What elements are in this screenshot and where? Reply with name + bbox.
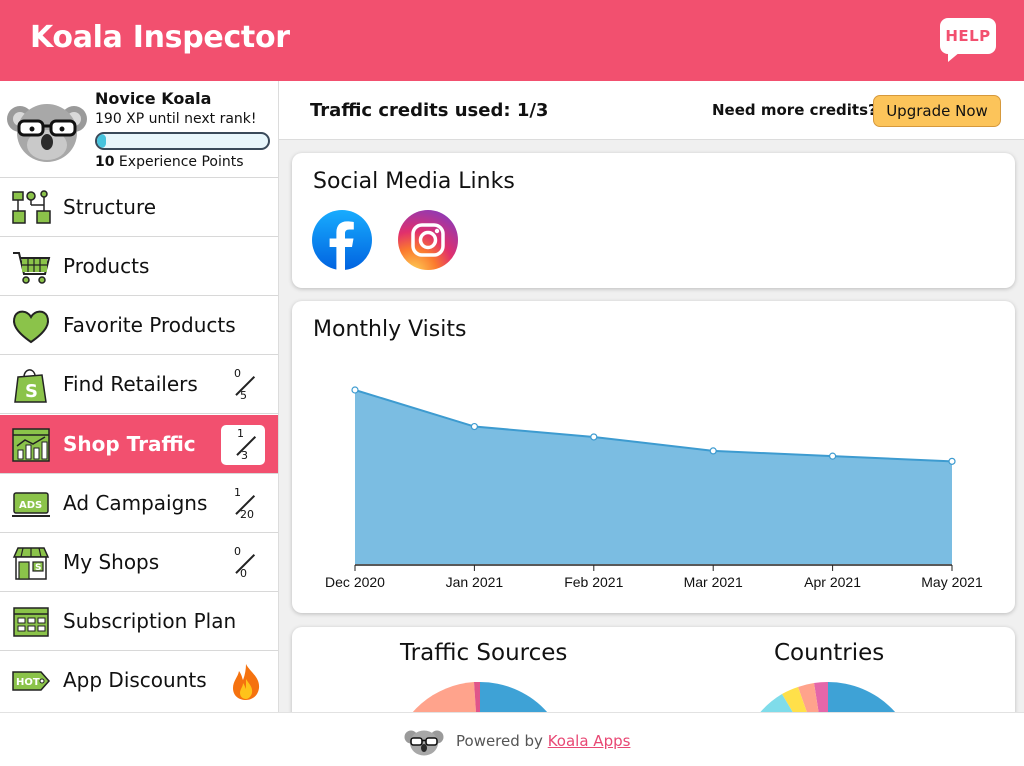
footer: Powered by Koala Apps (0, 712, 1024, 766)
sidebar-item-structure[interactable]: Structure (0, 178, 278, 237)
sidebar-item-label: Shop Traffic (63, 432, 196, 456)
store-icon: S (12, 547, 50, 580)
traffic-chart-icon (12, 428, 50, 462)
credit-total: 3 (241, 449, 248, 462)
monthly-visits-title: Monthly Visits (313, 317, 467, 342)
visits-area (355, 390, 952, 564)
data-point[interactable] (590, 433, 598, 441)
xp-progress-fill (97, 134, 106, 148)
credit-used: 1 (237, 427, 244, 440)
sidebar-item-subscription-plan[interactable]: Subscription Plan (0, 592, 278, 651)
sidebar-item-find-retailers[interactable]: S Find Retailers 0 5 (0, 355, 278, 414)
sidebar-item-label: Products (63, 254, 150, 278)
sidebar: Novice Koala 190 XP until next rank! 10 … (0, 81, 279, 712)
x-tick-label: May 2021 (921, 574, 983, 590)
powered-by-prefix: Powered by (456, 732, 548, 750)
app-title: Koala Inspector (30, 20, 290, 55)
help-bubble-tail (948, 52, 960, 62)
xp-until-next-rank: 190 XP until next rank! (95, 111, 257, 127)
credits-bar: Traffic credits used: 1/3 Need more cred… (279, 81, 1024, 140)
experience-points: 10 Experience Points (95, 154, 244, 170)
traffic-credit-counter: 1 3 (221, 425, 265, 465)
retailers-credit-counter: 0 5 (224, 367, 260, 405)
x-tick-label: Dec 2020 (325, 574, 385, 590)
social-media-title: Social Media Links (313, 169, 515, 194)
sidebar-item-products[interactable]: Products (0, 237, 278, 296)
sidebar-item-label: Subscription Plan (63, 609, 237, 633)
instagram-icon[interactable] (398, 210, 458, 270)
x-tick-label: Jan 2021 (446, 574, 504, 590)
data-point[interactable] (948, 457, 956, 465)
profile-card: Novice Koala 190 XP until next rank! 10 … (0, 81, 278, 178)
credit-total: 20 (240, 508, 254, 521)
monthly-visits-chart: Dec 2020 Jan 2021 Feb 2021 Mar 2021 Apr 2021… (325, 386, 983, 590)
ads-icon: ADS (12, 492, 50, 517)
credit-total: 5 (240, 389, 247, 402)
social-media-card: Social Media Links (292, 153, 1015, 288)
koala-avatar-icon (7, 104, 87, 162)
svg-text:HOT: HOT (16, 677, 40, 688)
sidebar-item-label: My Shops (63, 550, 160, 574)
credit-used: 1 (234, 486, 241, 499)
sidebar-item-my-shops[interactable]: S My Shops 0 0 (0, 533, 278, 592)
hot-tag-icon: HOT (12, 671, 51, 691)
fire-icon (233, 664, 260, 700)
help-label: HELP (945, 27, 991, 45)
monthly-visits-card: Monthly Visits Dec 2020 Jan 2021 Feb 2021 M… (292, 301, 1015, 613)
xp-points-value: 10 (95, 154, 115, 170)
sidebar-item-label: Structure (63, 195, 157, 219)
shopify-bag-icon: S (14, 369, 47, 403)
koala-apps-link[interactable]: Koala Apps (547, 732, 631, 750)
powered-by-text: Powered by Koala Apps (456, 732, 630, 750)
credit-used: 0 (234, 367, 241, 380)
svg-text:S: S (35, 563, 41, 573)
xp-points-label: Experience Points (114, 154, 244, 170)
countries-title: Countries (774, 640, 885, 666)
heart-icon (12, 310, 50, 344)
facebook-icon[interactable] (312, 210, 372, 270)
xp-progress-bar (95, 132, 270, 150)
app-header: Koala Inspector (0, 0, 1024, 81)
traffic-credits-used: Traffic credits used: 1/3 (310, 100, 549, 121)
rank-title: Novice Koala (95, 89, 212, 108)
sidebar-item-ad-campaigns[interactable]: ADS Ad Campaigns 1 20 (0, 474, 278, 533)
need-more-credits-label: Need more credits? (712, 101, 877, 119)
sidebar-item-label: App Discounts (63, 668, 207, 692)
x-tick-label: Feb 2021 (564, 574, 623, 590)
svg-text:S: S (25, 381, 38, 402)
sidebar-item-label: Find Retailers (63, 372, 198, 396)
sidebar-item-label: Favorite Products (63, 313, 236, 337)
x-tick-label: Apr 2021 (804, 574, 861, 590)
structure-icon (12, 190, 51, 224)
sidebar-item-label: Ad Campaigns (63, 491, 208, 515)
shops-credit-counter: 0 0 (224, 545, 260, 583)
upgrade-now-button[interactable]: Upgrade Now (873, 95, 1001, 127)
visits-line (354, 389, 953, 463)
sidebar-item-app-discounts[interactable]: HOT App Discounts (0, 651, 278, 710)
credit-total: 0 (240, 567, 247, 580)
data-point[interactable] (709, 447, 717, 455)
sidebar-item-favorite-products[interactable]: Favorite Products (0, 296, 278, 355)
traffic-sources-title: Traffic Sources (400, 640, 568, 666)
help-button[interactable]: HELP (940, 18, 996, 54)
cart-icon (13, 252, 51, 284)
plan-icon (13, 607, 49, 637)
ads-credit-counter: 1 20 (224, 486, 260, 524)
data-point[interactable] (828, 452, 837, 460)
sidebar-item-shop-traffic[interactable]: Shop Traffic 1 3 (0, 415, 278, 474)
data-point[interactable] (470, 422, 478, 431)
data-point[interactable] (351, 386, 359, 394)
credit-used: 0 (234, 545, 241, 558)
koala-logo-icon (404, 730, 444, 756)
x-tick-label: Mar 2021 (684, 574, 743, 590)
svg-text:ADS: ADS (19, 500, 42, 511)
